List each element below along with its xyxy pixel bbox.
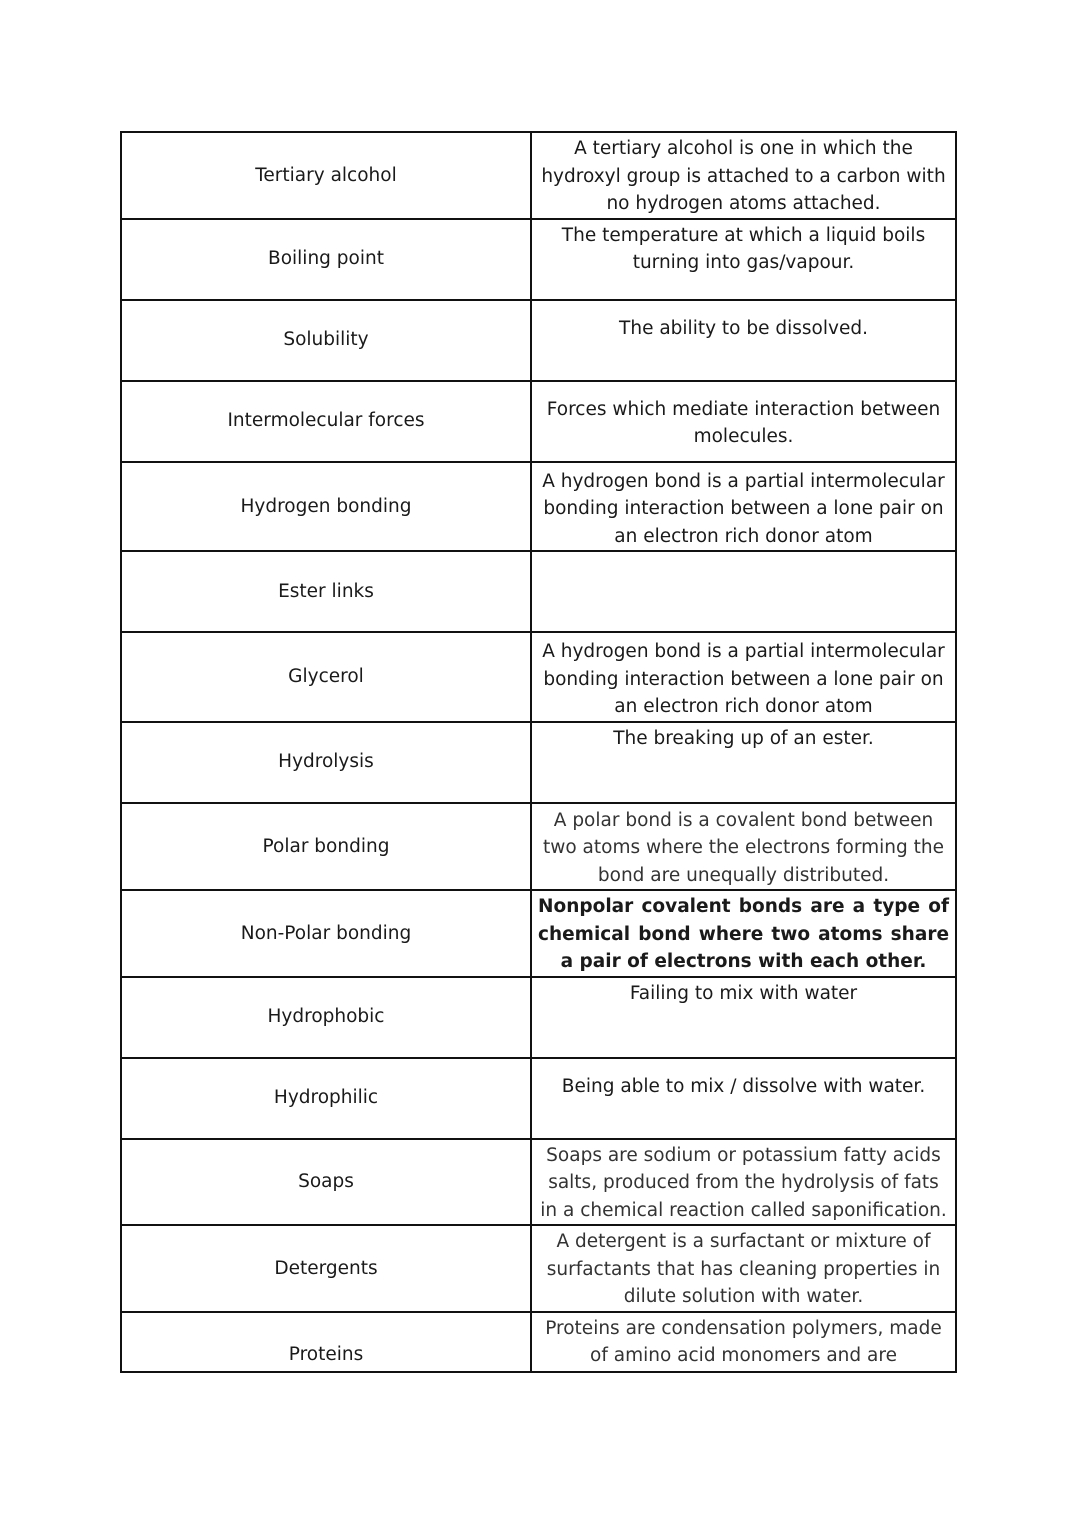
table-row: Glycerol A hydrogen bond is a partial int…	[120, 631, 957, 723]
term-cell: Hydrophobic	[120, 975, 532, 1059]
definition-cell: Proteins are condensation polymers, made…	[530, 1310, 957, 1371]
definition-cell: Forces which mediate interaction between…	[530, 379, 957, 463]
table-row: Hydrophilic Being able to mix / dissolve …	[120, 1056, 957, 1140]
term-cell: Non-Polar bonding	[120, 889, 532, 978]
definition-cell: A hydrogen bond is a partial intermolecu…	[530, 631, 957, 723]
term-cell: Hydrophilic	[120, 1056, 532, 1140]
term-cell: Proteins	[120, 1310, 532, 1371]
definition-cell: A polar bond is a covalent bond between …	[530, 801, 957, 891]
table-row: Intermolecular forces Forces which mediat…	[120, 379, 957, 463]
table-row: Ester links	[120, 550, 957, 633]
table-row: Soaps Soaps are sodium or potassium fatty…	[120, 1137, 957, 1226]
table-row: Tertiary alcohol A tertiary alcohol is on…	[120, 131, 957, 220]
term-cell: Solubility	[120, 298, 532, 382]
table-row: Boiling point The temperature at which a …	[120, 217, 957, 301]
definition-cell: The temperature at which a liquid boils …	[530, 217, 957, 301]
term-cell: Tertiary alcohol	[120, 131, 532, 220]
table-row: Non-Polar bonding Nonpolar covalent bonds…	[120, 889, 957, 978]
definition-cell: Failing to mix with water	[530, 975, 957, 1059]
term-cell: Hydrolysis	[120, 720, 532, 804]
definition-cell: The breaking up of an ester.	[530, 720, 957, 804]
definition-cell: A detergent is a surfactant or mixture o…	[530, 1224, 957, 1313]
table-row: Solubility The ability to be dissolved.	[120, 298, 957, 382]
term-cell: Hydrogen bonding	[120, 460, 532, 552]
definition-cell: Soaps are sodium or potassium fatty acid…	[530, 1137, 957, 1226]
glossary-table: Tertiary alcohol A tertiary alcohol is on…	[120, 131, 957, 1371]
term-cell: Detergents	[120, 1224, 532, 1313]
definition-cell	[530, 550, 957, 633]
definition-cell: Being able to mix / dissolve with water.	[530, 1056, 957, 1140]
definition-cell: A hydrogen bond is a partial intermolecu…	[530, 460, 957, 552]
term-cell: Polar bonding	[120, 801, 532, 891]
term-cell: Intermolecular forces	[120, 379, 532, 463]
definition-cell: A tertiary alcohol is one in which the h…	[530, 131, 957, 220]
table-row: Polar bonding A polar bond is a covalent …	[120, 801, 957, 891]
term-cell: Boiling point	[120, 217, 532, 301]
term-cell: Soaps	[120, 1137, 532, 1226]
table-row: Hydrolysis The breaking up of an ester.	[120, 720, 957, 804]
definition-cell: Nonpolar covalent bonds are a type of ch…	[530, 889, 957, 978]
table-row: Hydrophobic Failing to mix with water	[120, 975, 957, 1059]
table-row: Hydrogen bonding A hydrogen bond is a par…	[120, 460, 957, 552]
definition-cell: The ability to be dissolved.	[530, 298, 957, 382]
table-row: Proteins Proteins are condensation polyme…	[120, 1310, 957, 1371]
term-cell: Ester links	[120, 550, 532, 633]
glossary-table-container: Tertiary alcohol A tertiary alcohol is on…	[120, 131, 957, 1373]
table-row: Detergents A detergent is a surfactant or…	[120, 1224, 957, 1313]
term-cell: Glycerol	[120, 631, 532, 723]
